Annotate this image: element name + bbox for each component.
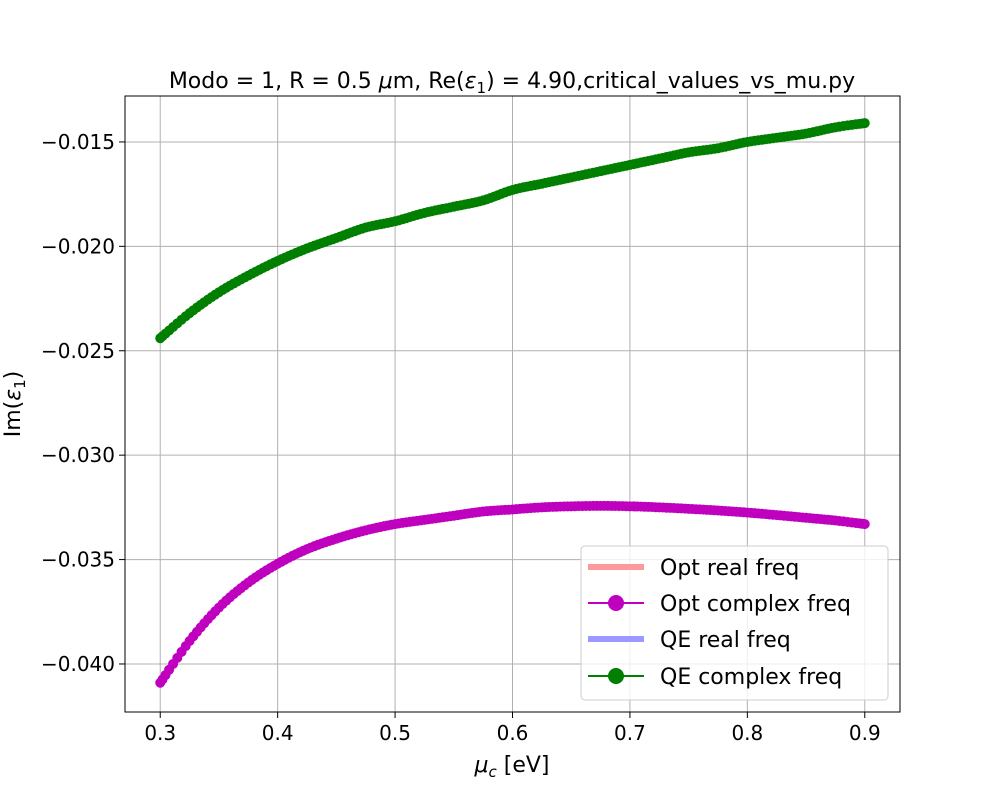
series-3 (155, 118, 870, 344)
series-1 (155, 500, 870, 688)
legend-label-opt-real: Opt real freq (660, 556, 799, 581)
y-tick-label: −0.030 (41, 443, 115, 467)
ylabel-eps: ε (1, 389, 26, 401)
y-tick-label: −0.015 (41, 130, 115, 154)
title-unit: m, Re( (393, 69, 465, 94)
legend-swatch-qe-complex-marker (608, 668, 624, 684)
y-tick-label: −0.035 (41, 548, 115, 572)
ticks: 0.3 0.4 0.5 0.6 0.7 0.8 0.9 −0.040 −0.035 −0.030 −… (41, 130, 881, 745)
title-suffix: ) = 4.90,critical_values_vs_mu.py (486, 69, 855, 94)
y-tick-label: −0.040 (41, 652, 115, 676)
x-tick-label: 0.6 (497, 721, 529, 745)
y-axis-label: Im(ε1) (1, 371, 29, 438)
x-tick-label: 0.3 (144, 721, 176, 745)
title-eps-sub: 1 (477, 79, 487, 97)
plot-series (155, 118, 870, 688)
ylabel-pre: Im( (1, 401, 26, 438)
chart-title: Modo = 1, R = 0.5 μm, Re(ε1) = 4.90,crit… (169, 69, 855, 97)
data-point (859, 118, 870, 129)
legend-label-qe-complex: QE complex freq (660, 665, 842, 690)
grid (125, 96, 900, 712)
legend-swatch-opt-complex-marker (608, 595, 624, 611)
xlabel-rest: [eV] (497, 753, 550, 778)
legend-label-qe-real: QE real freq (660, 628, 791, 653)
x-tick-label: 0.5 (379, 721, 411, 745)
title-prefix: Modo = 1, R = 0.5 (169, 69, 379, 94)
y-tick-label: −0.020 (41, 234, 115, 258)
x-tick-label: 0.8 (731, 721, 763, 745)
ylabel-post: ) (1, 371, 26, 380)
legend-label-opt-complex: Opt complex freq (660, 592, 851, 617)
xlabel-sub: c (489, 763, 498, 781)
data-point (859, 519, 870, 530)
y-tick-label: −0.025 (41, 339, 115, 363)
legend: Opt real freq Opt complex freq QE real f… (580, 545, 889, 701)
title-eps: ε (465, 69, 477, 94)
xlabel-mu: μ (474, 753, 489, 778)
x-tick-label: 0.9 (849, 721, 881, 745)
x-tick-label: 0.7 (614, 721, 646, 745)
ylabel-sub: 1 (11, 379, 29, 389)
x-tick-label: 0.4 (262, 721, 294, 745)
legend-box (580, 545, 889, 701)
title-mu: μ (378, 69, 393, 94)
x-axis-label: μc [eV] (474, 753, 550, 781)
